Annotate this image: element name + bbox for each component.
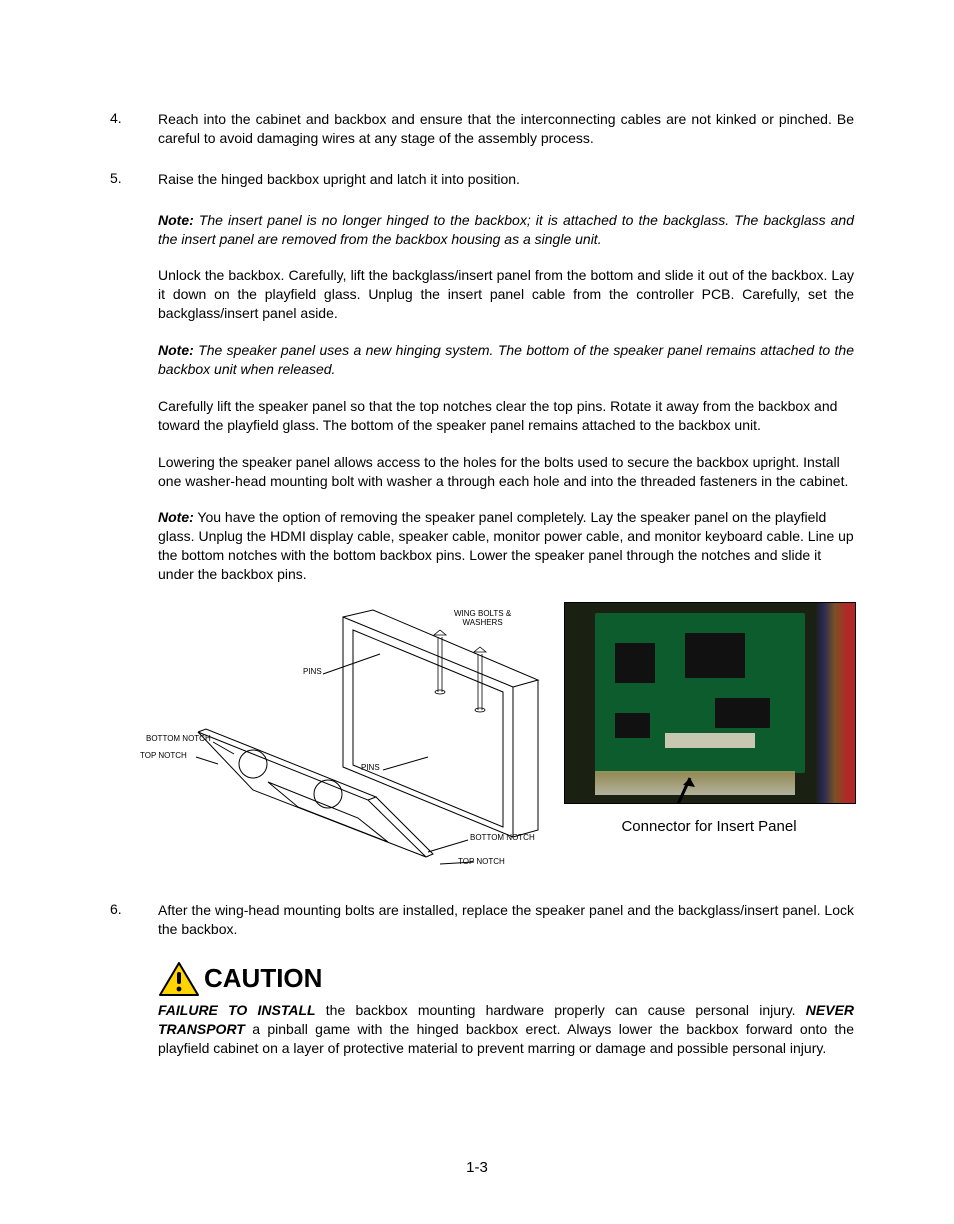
caution-title: CAUTION — [204, 961, 322, 996]
note-3-text: You have the option of removing the spea… — [158, 509, 854, 582]
note-1-text: The insert panel is no longer hinged to … — [158, 212, 854, 247]
label-pins-1: PINS — [303, 668, 322, 677]
note-2-text: The speaker panel uses a new hinging sys… — [158, 342, 854, 377]
note-2: Note: The speaker panel uses a new hingi… — [158, 341, 854, 379]
label-pins-2: PINS — [361, 764, 380, 773]
paragraph-unlock: Unlock the backbox. Carefully, lift the … — [158, 266, 854, 323]
caution-text-2: a pinball game with the hinged backbox e… — [158, 1021, 854, 1056]
paragraph-lift: Carefully lift the speaker panel so that… — [158, 397, 854, 435]
step-6-text: After the wing-head mounting bolts are i… — [158, 901, 854, 939]
step-4-number: 4. — [110, 110, 158, 126]
label-top-notch-1: TOP NOTCH — [140, 752, 187, 761]
label-bottom-notch-1: BOTTOM NOTCH — [146, 735, 211, 744]
note-2-label: Note: — [158, 342, 194, 358]
caution-text-1: the backbox mounting hardware properly c… — [316, 1002, 806, 1018]
step-5-number: 5. — [110, 170, 158, 186]
paragraph-lowering: Lowering the speaker panel allows access… — [158, 453, 854, 491]
figure-photo-block: Connector for Insert Panel — [564, 602, 854, 835]
step-4-text: Reach into the cabinet and backbox and e… — [158, 110, 854, 148]
caution-triangle-icon — [158, 961, 200, 997]
note-3-label: Note: — [158, 509, 194, 525]
label-top-notch-2: TOP NOTCH — [458, 858, 505, 867]
caution-block: CAUTION FAILURE TO INSTALL the backbox m… — [158, 961, 854, 1058]
photo-controller-pcb — [564, 602, 856, 804]
page-number: 1-3 — [0, 1159, 954, 1176]
step-5-text: Raise the hinged backbox upright and lat… — [158, 170, 854, 189]
label-bottom-notch-2: BOTTOM NOTCH — [470, 834, 535, 843]
figure-row: WING BOLTS &WASHERS PINS PINS BOTTOM NOT… — [158, 602, 854, 877]
step-6-number: 6. — [110, 901, 158, 917]
photo-caption: Connector for Insert Panel — [564, 818, 854, 835]
photo-arrow-icon — [565, 603, 855, 804]
caution-body: FAILURE TO INSTALL the backbox mounting … — [158, 1001, 854, 1058]
note-3: Note: You have the option of removing th… — [158, 508, 854, 584]
label-wing-bolts: WING BOLTS &WASHERS — [454, 610, 511, 628]
diagram-speaker-panel: WING BOLTS &WASHERS PINS PINS BOTTOM NOT… — [158, 602, 548, 877]
note-1: Note: The insert panel is no longer hing… — [158, 211, 854, 249]
note-1-label: Note: — [158, 212, 194, 228]
caution-failure: FAILURE TO INSTALL — [158, 1002, 316, 1018]
